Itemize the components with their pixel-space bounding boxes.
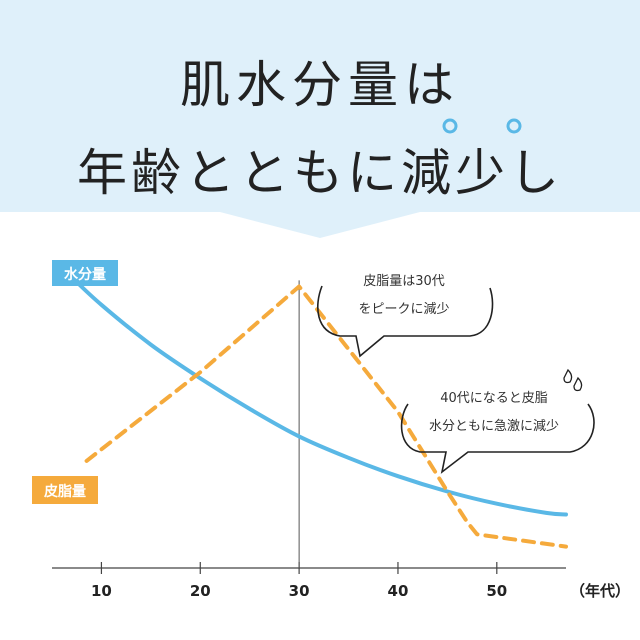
legend-water: 水分量 bbox=[52, 260, 118, 286]
x-tick-label: 30 bbox=[289, 582, 310, 600]
annotation-2-line-2: 水分ともに急激に減少 bbox=[429, 418, 559, 434]
bubble-2-outline bbox=[400, 403, 595, 474]
legend-sebum-label: 皮脂量 bbox=[43, 483, 86, 500]
header-background bbox=[0, 0, 640, 238]
bubble-1-outline bbox=[316, 285, 494, 358]
annotation-2-line-1: 40代になると皮脂 bbox=[440, 391, 548, 406]
x-tick-label: 10 bbox=[91, 582, 112, 600]
x-tick-label: 40 bbox=[388, 582, 409, 600]
legend-water-label: 水分量 bbox=[64, 266, 106, 283]
annotation-bubble-1: 皮脂量は30代 をピークに減少 bbox=[316, 274, 494, 358]
ring-decoration-icon bbox=[442, 118, 458, 134]
series-line-sebum bbox=[84, 284, 568, 549]
x-tick-label: 20 bbox=[190, 582, 211, 600]
ring-decoration-icon bbox=[506, 118, 522, 134]
annotation-bubble-2: 40代になると皮脂 水分ともに急激に減少 bbox=[400, 368, 595, 474]
title-line-2: 年齢とともに減少し bbox=[77, 144, 563, 202]
legend-water-badge bbox=[52, 260, 118, 286]
x-tick-label: 50 bbox=[486, 582, 507, 600]
x-ticks: 10 20 30 40 50 bbox=[91, 562, 507, 600]
legend-sebum: 皮脂量 bbox=[32, 476, 98, 504]
legend-sebum-badge bbox=[32, 476, 98, 504]
annotation-1-line-2: をピークに減少 bbox=[358, 301, 449, 317]
annotation-1-line-1: 皮脂量は30代 bbox=[363, 274, 445, 289]
series-line-water bbox=[69, 275, 568, 517]
sweat-drop-icon bbox=[573, 376, 583, 392]
sweat-drop-icon bbox=[563, 368, 573, 384]
x-unit-label: （年代） bbox=[570, 582, 630, 600]
title-line-1: 肌水分量は bbox=[180, 56, 460, 114]
